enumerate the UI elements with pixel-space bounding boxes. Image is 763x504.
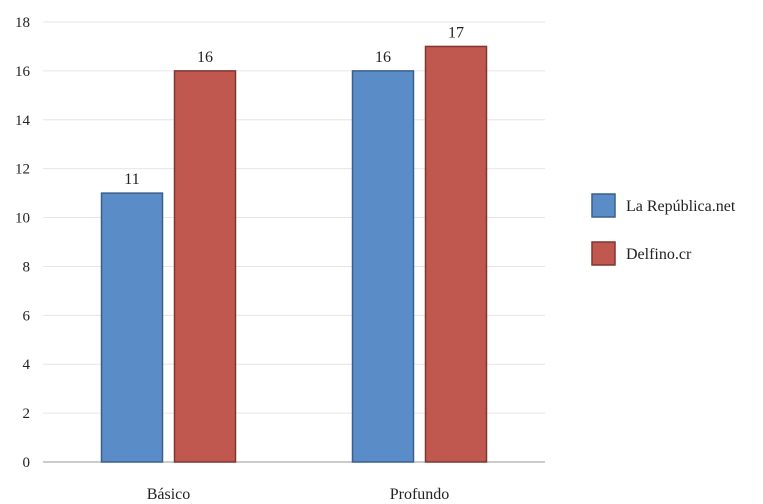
- legend-label: Delfino.cr: [626, 246, 692, 263]
- bar-delfino-profundo[interactable]: [424, 45, 488, 463]
- y-tick-label: 16: [15, 64, 31, 80]
- y-tick-label: 0: [23, 455, 31, 471]
- y-tick-label: 18: [15, 15, 30, 31]
- x-category-label: Básico: [147, 486, 191, 503]
- bar-delfino-basico[interactable]: [173, 70, 237, 463]
- y-tick-label: 4: [23, 357, 31, 373]
- x-axis: Básico Profundo: [147, 486, 450, 503]
- data-label: 17: [448, 24, 464, 41]
- y-tick-label: 6: [23, 308, 31, 324]
- bar-la-republica-basico[interactable]: [100, 192, 164, 463]
- legend-item-delfino[interactable]: Delfino.cr: [591, 241, 692, 266]
- x-category-label: Profundo: [390, 486, 450, 503]
- legend[interactable]: La República.net Delfino.cr: [591, 193, 736, 266]
- legend-swatch: [591, 193, 616, 218]
- legend-item-la-republica[interactable]: La República.net: [591, 193, 736, 218]
- data-label: 16: [375, 49, 391, 66]
- legend-swatch: [591, 241, 616, 266]
- data-label: 11: [124, 171, 139, 188]
- data-labels: 11 16 16 17: [124, 24, 464, 188]
- legend-label: La República.net: [626, 198, 736, 215]
- data-label: 16: [197, 49, 213, 66]
- y-axis: 0 2 4 6 8 10 12 14 16 18: [15, 15, 31, 471]
- y-tick-label: 10: [15, 211, 30, 227]
- y-tick-label: 12: [15, 162, 30, 178]
- y-tick-label: 14: [15, 113, 31, 129]
- y-tick-label: 8: [23, 259, 31, 275]
- y-tick-label: 2: [23, 406, 31, 422]
- bars: [100, 45, 488, 463]
- bar-la-republica-profundo[interactable]: [351, 70, 415, 463]
